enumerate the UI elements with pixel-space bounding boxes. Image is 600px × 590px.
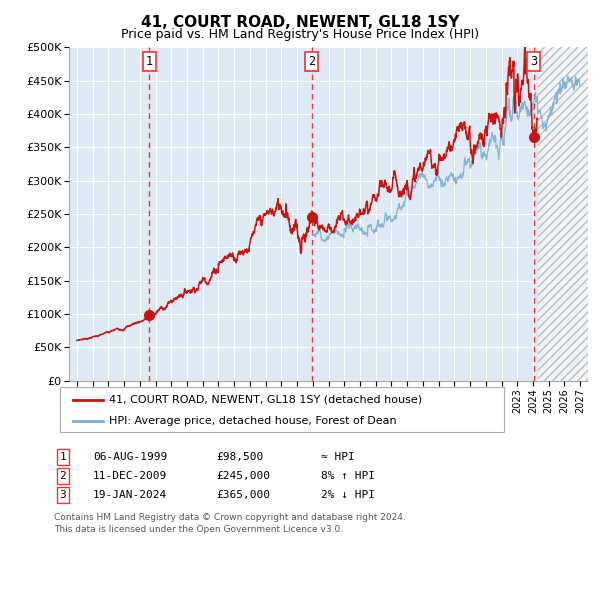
Text: 1: 1 <box>145 55 152 68</box>
Text: £98,500: £98,500 <box>216 453 263 462</box>
Text: 3: 3 <box>530 55 538 68</box>
Text: This data is licensed under the Open Government Licence v3.0.: This data is licensed under the Open Gov… <box>54 525 343 534</box>
Text: £245,000: £245,000 <box>216 471 270 481</box>
Text: 2: 2 <box>59 471 67 481</box>
Text: ≈ HPI: ≈ HPI <box>321 453 355 462</box>
Text: 41, COURT ROAD, NEWENT, GL18 1SY (detached house): 41, COURT ROAD, NEWENT, GL18 1SY (detach… <box>109 395 422 405</box>
Text: 11-DEC-2009: 11-DEC-2009 <box>93 471 167 481</box>
Text: Price paid vs. HM Land Registry's House Price Index (HPI): Price paid vs. HM Land Registry's House … <box>121 28 479 41</box>
Text: HPI: Average price, detached house, Forest of Dean: HPI: Average price, detached house, Fore… <box>109 416 397 425</box>
Text: 8% ↑ HPI: 8% ↑ HPI <box>321 471 375 481</box>
Text: 2: 2 <box>308 55 316 68</box>
Text: Contains HM Land Registry data © Crown copyright and database right 2024.: Contains HM Land Registry data © Crown c… <box>54 513 406 522</box>
Text: 41, COURT ROAD, NEWENT, GL18 1SY: 41, COURT ROAD, NEWENT, GL18 1SY <box>141 15 459 30</box>
Text: 1: 1 <box>59 453 67 462</box>
Text: 3: 3 <box>59 490 67 500</box>
Text: 2% ↓ HPI: 2% ↓ HPI <box>321 490 375 500</box>
Text: 19-JAN-2024: 19-JAN-2024 <box>93 490 167 500</box>
Bar <box>538 47 588 381</box>
Text: 06-AUG-1999: 06-AUG-1999 <box>93 453 167 462</box>
Text: £365,000: £365,000 <box>216 490 270 500</box>
Bar <box>538 47 588 381</box>
